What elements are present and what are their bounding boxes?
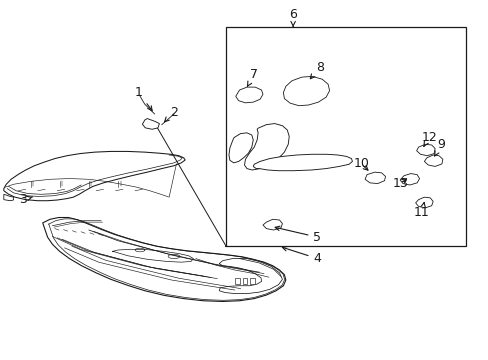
- Polygon shape: [424, 155, 442, 166]
- Polygon shape: [142, 118, 159, 129]
- Text: 2: 2: [164, 105, 178, 122]
- Polygon shape: [253, 154, 352, 171]
- Polygon shape: [250, 278, 255, 284]
- Text: 1: 1: [134, 86, 152, 111]
- Polygon shape: [14, 191, 30, 195]
- Text: 6: 6: [288, 9, 296, 27]
- Text: 7: 7: [247, 68, 258, 86]
- Polygon shape: [35, 189, 52, 194]
- Text: 13: 13: [391, 177, 407, 190]
- Polygon shape: [416, 144, 434, 156]
- Polygon shape: [415, 197, 432, 208]
- Text: 3: 3: [20, 193, 33, 206]
- Text: 8: 8: [310, 61, 323, 79]
- Polygon shape: [244, 123, 288, 170]
- Polygon shape: [283, 76, 329, 106]
- Polygon shape: [242, 278, 247, 284]
- Polygon shape: [219, 258, 282, 294]
- Polygon shape: [234, 278, 239, 284]
- Text: 12: 12: [421, 131, 436, 147]
- Polygon shape: [4, 152, 185, 201]
- Polygon shape: [365, 172, 385, 184]
- Bar: [225, 27, 465, 246]
- Text: 5: 5: [275, 226, 321, 244]
- Polygon shape: [42, 217, 285, 301]
- Polygon shape: [228, 133, 253, 163]
- Polygon shape: [235, 87, 263, 103]
- Text: 11: 11: [413, 202, 429, 219]
- Text: 10: 10: [352, 157, 368, 170]
- Polygon shape: [399, 174, 419, 185]
- Polygon shape: [112, 249, 193, 262]
- Polygon shape: [4, 194, 14, 201]
- Polygon shape: [263, 219, 282, 230]
- Text: 4: 4: [282, 247, 321, 265]
- Text: 9: 9: [434, 138, 445, 156]
